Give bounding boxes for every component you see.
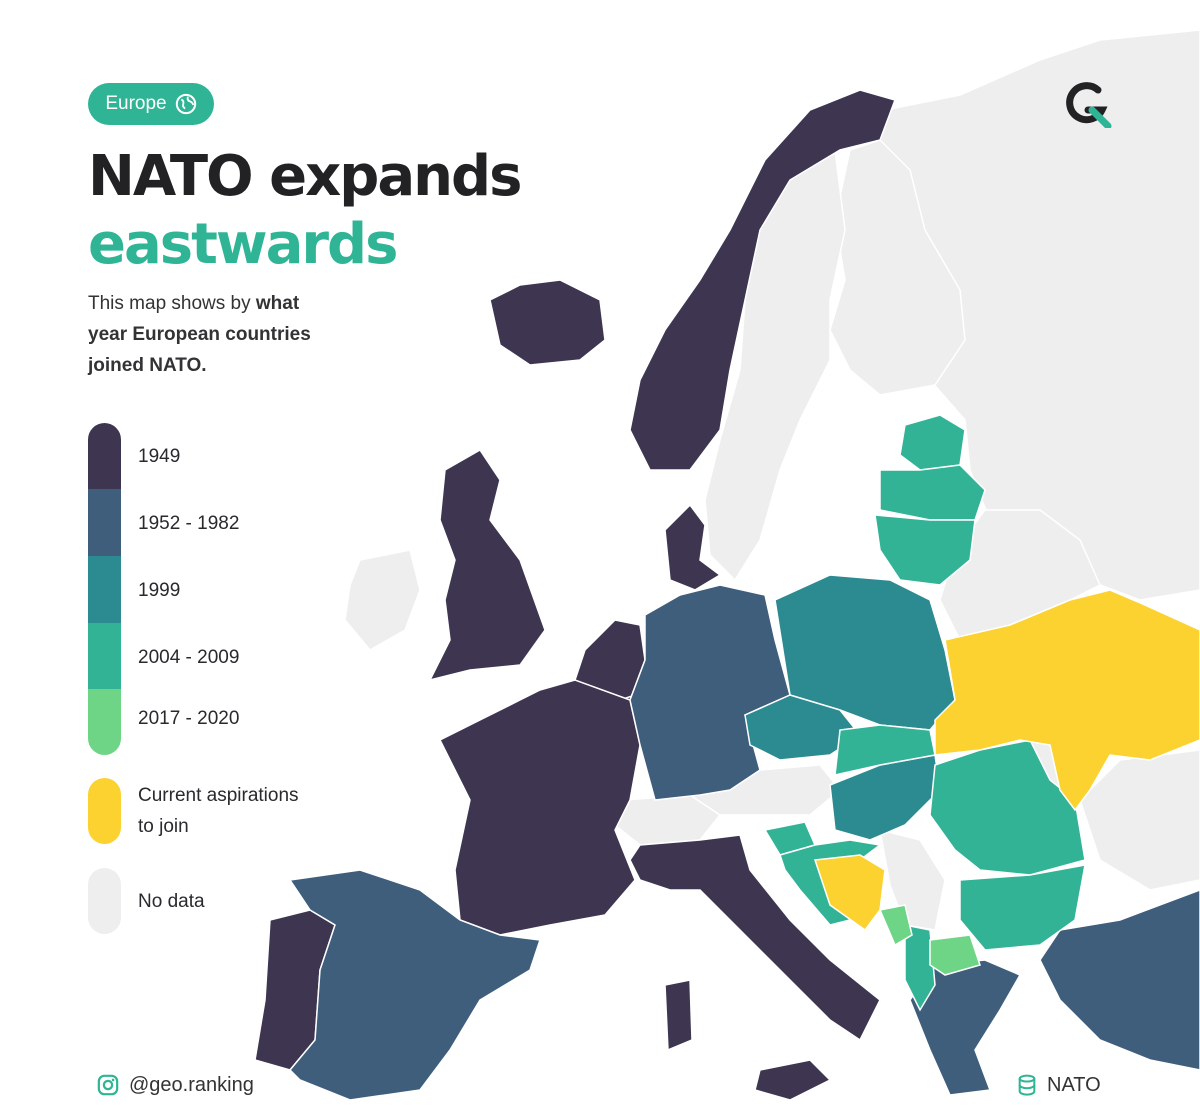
page-title: NATO expands eastwards	[88, 143, 522, 279]
footer-handle: @geo.ranking	[97, 1071, 254, 1099]
bulgaria	[959, 864, 1086, 951]
north-macedonia	[929, 934, 981, 976]
footer-source: NATO	[1017, 1071, 1101, 1099]
footer-source-text: NATO	[1047, 1073, 1101, 1096]
region-tag-label: Europe	[105, 93, 167, 114]
united-kingdom	[428, 449, 546, 682]
title-line-1: NATO expands	[88, 144, 522, 209]
instagram-icon	[97, 1074, 119, 1096]
legend-label-no-data: No data	[138, 891, 205, 912]
albania	[904, 924, 936, 1012]
legend-label-1952-1982: 1952 - 1982	[138, 513, 240, 534]
subtitle: This map shows by what year European cou…	[88, 288, 338, 381]
lithuania	[874, 514, 976, 586]
serbia	[879, 828, 946, 931]
greece	[909, 959, 1022, 1096]
legend-color-bar	[88, 423, 121, 755]
legend-swatch-aspirations	[88, 778, 121, 844]
subtitle-bold: what year European countries joined NATO…	[88, 293, 311, 376]
ukraine	[934, 589, 1200, 812]
norway	[629, 89, 896, 471]
sweden	[704, 149, 846, 582]
latvia	[879, 464, 986, 521]
database-icon	[1018, 1074, 1036, 1096]
turkey	[1039, 889, 1200, 1071]
austria	[688, 764, 842, 816]
region-tag: Europe	[88, 83, 214, 125]
legend-label-aspirations-1: Current aspirations	[138, 785, 299, 806]
bosnia-herzegovina	[813, 854, 886, 932]
finland	[829, 139, 966, 396]
italy	[629, 834, 881, 1042]
legend-label-2004-2009: 2004 - 2009	[138, 647, 240, 668]
iceland	[489, 279, 606, 366]
sicily	[754, 1059, 832, 1101]
legend-swatch-1999	[88, 556, 121, 623]
globe-icon	[175, 93, 196, 115]
legend-label-2017-2020: 2017 - 2020	[138, 708, 240, 729]
legend-label-aspirations-2: to join	[138, 816, 189, 837]
romania	[929, 739, 1086, 876]
legend-swatch-no-data	[88, 868, 121, 934]
legend-swatch-2004-2009	[88, 623, 121, 689]
germany	[629, 584, 791, 801]
legend-swatch-2017-2020	[88, 689, 121, 755]
ireland	[344, 549, 421, 651]
subtitle-part-1: This map shows by	[88, 293, 256, 314]
spain	[288, 869, 542, 1101]
legend-swatch-1952-1982	[88, 489, 121, 556]
legend-label-1999: 1999	[138, 580, 181, 601]
sardinia	[664, 979, 693, 1052]
estonia	[899, 414, 966, 471]
legend-label-1949: 1949	[138, 446, 181, 467]
montenegro	[878, 904, 913, 947]
legend-swatch-1949	[88, 423, 121, 489]
footer-handle-text: @geo.ranking	[129, 1073, 254, 1096]
geo-ranking-logo	[1066, 82, 1112, 128]
denmark	[664, 503, 722, 591]
france	[438, 679, 641, 936]
title-line-2: eastwards	[88, 212, 398, 277]
